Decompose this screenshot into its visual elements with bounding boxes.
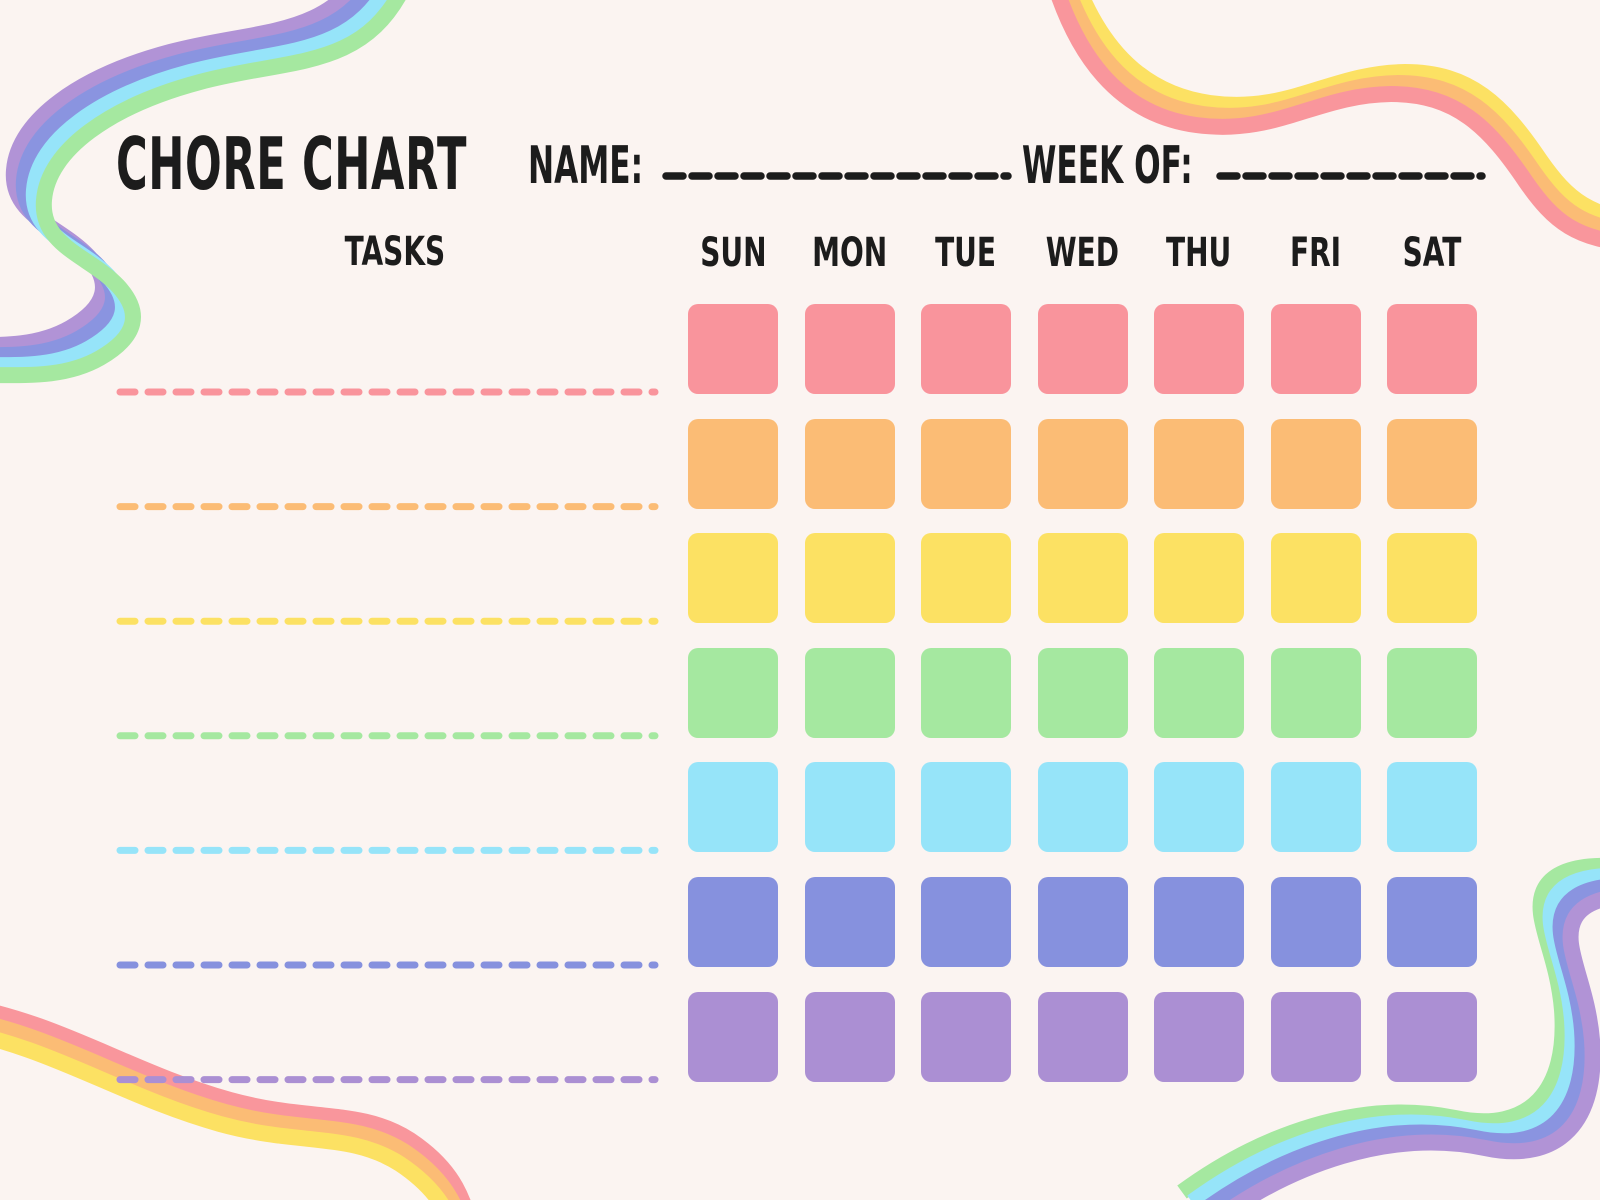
chore-cell-row1-thu[interactable] [1154,304,1244,394]
chore-cell-row6-sat[interactable] [1387,876,1477,967]
chore-cell-row6-mon[interactable] [804,876,895,967]
chore-cell-row7-tue[interactable] [921,991,1011,1082]
day-header-label: FRI [1289,230,1342,276]
chore-cell-row1-sat[interactable] [1387,304,1477,394]
chore-cell-row4-tue[interactable] [921,647,1011,738]
chore-cell-row5-mon[interactable] [804,762,895,853]
chore-cell-row5-wed[interactable] [1037,762,1128,853]
chore-cell-row5-thu[interactable] [1154,762,1244,853]
chore-cell-row5-sun[interactable] [688,762,778,853]
chore-cell-row1-sun[interactable] [688,304,778,394]
chore-cell-row3-tue[interactable] [921,533,1011,624]
chore-cell-row4-wed[interactable] [1037,647,1128,738]
chore-cell-row3-fri[interactable] [1270,533,1361,624]
day-header-label: TUE [935,230,997,276]
chore-cell-row1-fri[interactable] [1270,304,1361,394]
chore-cell-row7-sat[interactable] [1387,991,1477,1082]
chore-cell-row4-sat[interactable] [1387,647,1477,738]
chore-cell-row2-mon[interactable] [804,418,895,509]
rainbow-ribbon-top-left-icon [0,0,406,384]
chore-cell-row1-tue[interactable] [921,304,1011,394]
chore-cell-row2-tue[interactable] [921,418,1011,509]
chore-cell-row6-sun[interactable] [688,876,778,967]
chore-cell-row2-sun[interactable] [688,418,778,509]
day-header-label: MON [811,230,888,276]
day-headers-row: SUN MON TUE WED THU FRI SAT [688,230,1477,276]
chore-cell-row7-thu[interactable] [1154,991,1244,1082]
chore-cell-row3-thu[interactable] [1154,533,1244,624]
day-header-thu: THU [1154,230,1244,276]
rainbow-ribbon-top-right-icon [1051,0,1600,248]
chore-cell-row7-fri[interactable] [1270,991,1361,1082]
chore-cell-row2-sat[interactable] [1387,418,1477,509]
chore-cell-row2-thu[interactable] [1154,418,1244,509]
chore-cell-row7-mon[interactable] [804,991,895,1082]
chore-cell-row4-thu[interactable] [1154,647,1244,738]
chore-cell-row5-tue[interactable] [921,762,1011,853]
chore-cell-row7-wed[interactable] [1037,991,1128,1082]
day-header-sat: SAT [1387,230,1477,276]
chore-cell-row6-wed[interactable] [1037,876,1128,967]
chore-cell-row4-fri[interactable] [1270,647,1361,738]
week-of-label: WEEK OF: [1022,136,1193,196]
chore-cell-row1-wed[interactable] [1037,304,1128,394]
day-header-mon: MON [805,230,895,276]
rainbow-ribbon-bottom-right-icon [1177,857,1600,1200]
day-header-label: WED [1045,230,1120,276]
day-header-tue: TUE [921,230,1011,276]
chore-cell-row2-wed[interactable] [1037,418,1128,509]
chore-grid [688,304,1477,1082]
day-header-wed: WED [1038,230,1128,276]
chore-cell-row2-fri[interactable] [1270,418,1361,509]
chore-cell-row3-sat[interactable] [1387,533,1477,624]
day-header-sun: SUN [688,230,778,276]
chore-cell-row6-tue[interactable] [921,876,1011,967]
day-header-label: SUN [699,230,767,276]
day-header-label: SAT [1402,230,1462,276]
chore-cell-row7-sun[interactable] [688,991,778,1082]
chore-cell-row3-mon[interactable] [804,533,895,624]
tasks-column-header: TASKS [344,229,446,275]
chore-cell-row3-sun[interactable] [688,533,778,624]
chore-cell-row6-thu[interactable] [1154,876,1244,967]
day-header-label: THU [1166,230,1232,276]
chore-cell-row3-wed[interactable] [1037,533,1128,624]
page-title: CHORE CHART [116,122,468,206]
chore-cell-row1-mon[interactable] [804,304,895,394]
chore-cell-row6-fri[interactable] [1270,876,1361,967]
name-label: NAME: [528,136,644,196]
chore-cell-row4-sun[interactable] [688,647,778,738]
chore-cell-row5-fri[interactable] [1270,762,1361,853]
chore-cell-row4-mon[interactable] [804,647,895,738]
day-header-fri: FRI [1271,230,1361,276]
chore-cell-row5-sat[interactable] [1387,762,1477,853]
